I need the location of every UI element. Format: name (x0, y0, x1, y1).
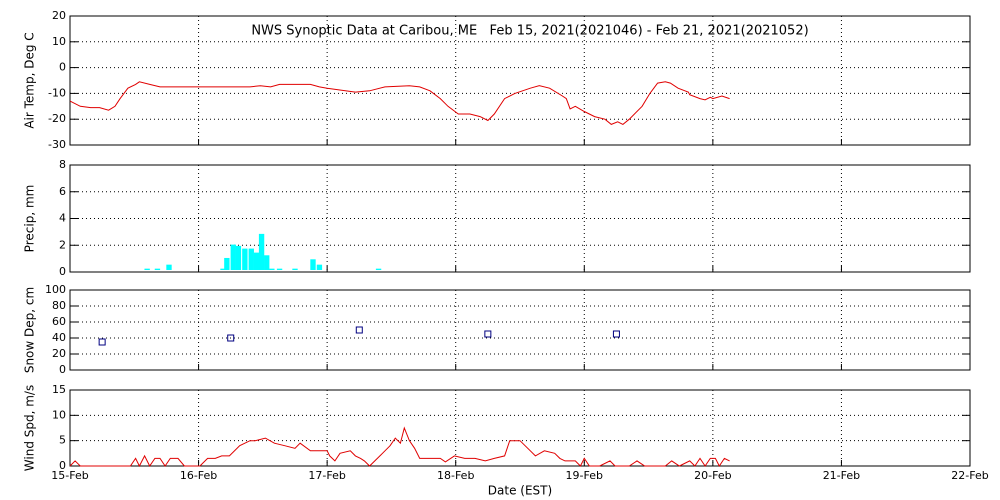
bar (144, 268, 150, 270)
x-tick-label: 22-Feb (951, 469, 988, 482)
x-axis-label: Date (EST) (488, 484, 552, 498)
y-tick-label: 6 (59, 185, 66, 198)
x-tick-label: 15-Feb (51, 469, 88, 482)
y-tick-label: 60 (52, 315, 66, 328)
bar (310, 259, 316, 270)
point (98, 338, 106, 346)
y-tick-label: 40 (52, 331, 66, 344)
bar (258, 233, 265, 270)
x-tick-label: 20-Feb (694, 469, 731, 482)
y-axis-label: Precip, mm (23, 185, 37, 253)
y-tick-label: -30 (48, 138, 66, 151)
y-tick-label: 0 (59, 265, 66, 278)
x-tick-label: 19-Feb (566, 469, 603, 482)
x-tick-label: 17-Feb (308, 469, 345, 482)
plot-frame (69, 15, 971, 146)
plot-frame (69, 389, 971, 467)
y-tick-label: 4 (59, 212, 66, 225)
bar (375, 268, 382, 270)
y-tick-label: 20 (52, 9, 66, 22)
y-axis-label: Snow Dep, cm (23, 287, 37, 373)
y-tick-label: -20 (48, 112, 66, 125)
bar (235, 245, 242, 270)
y-axis-label: Wind Spd, m/s (23, 385, 37, 471)
bar (154, 268, 161, 270)
bar (220, 268, 226, 270)
bar (242, 248, 248, 270)
y-tick-label: -10 (48, 86, 66, 99)
y-tick-label: 0 (59, 363, 66, 376)
bar (269, 268, 275, 270)
y-tick-label: 5 (59, 434, 66, 447)
point (227, 334, 235, 342)
y-tick-label: 100 (45, 283, 66, 296)
data-line (69, 81, 730, 125)
bar (264, 255, 270, 270)
plot-frame (69, 289, 971, 371)
point (484, 330, 492, 338)
chart-title: NWS Synoptic Data at Caribou, ME Feb 15,… (251, 24, 808, 39)
y-tick-label: 8 (59, 158, 66, 171)
bar (224, 257, 230, 270)
y-tick-label: 10 (52, 35, 66, 48)
bar (166, 264, 172, 270)
y-tick-label: 0 (59, 61, 66, 74)
x-tick-label: 18-Feb (437, 469, 474, 482)
y-tick-label: 15 (52, 383, 66, 396)
bar (230, 244, 236, 270)
point (355, 326, 363, 334)
y-tick-label: 0 (59, 459, 66, 472)
y-tick-label: 80 (52, 299, 66, 312)
y-axis-label: Air Temp, Deg C (23, 32, 37, 128)
bar (292, 268, 298, 270)
y-tick-label: 2 (59, 238, 66, 251)
bar (316, 264, 323, 270)
y-tick-label: 10 (52, 408, 66, 421)
point (612, 330, 620, 338)
data-line (69, 426, 730, 468)
bar (248, 248, 254, 270)
bar (276, 268, 283, 270)
x-tick-label: 21-Feb (823, 469, 860, 482)
x-tick-label: 16-Feb (180, 469, 217, 482)
bar (253, 252, 260, 270)
y-tick-label: 20 (52, 347, 66, 360)
